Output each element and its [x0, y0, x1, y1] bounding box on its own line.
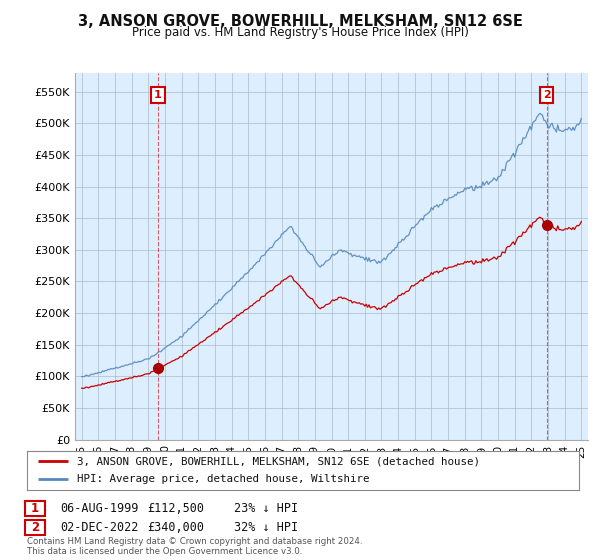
Text: £340,000: £340,000: [147, 521, 204, 534]
Text: HPI: Average price, detached house, Wiltshire: HPI: Average price, detached house, Wilt…: [77, 474, 369, 484]
Text: 3, ANSON GROVE, BOWERHILL, MELKSHAM, SN12 6SE (detached house): 3, ANSON GROVE, BOWERHILL, MELKSHAM, SN1…: [77, 456, 479, 466]
Text: 3, ANSON GROVE, BOWERHILL, MELKSHAM, SN12 6SE: 3, ANSON GROVE, BOWERHILL, MELKSHAM, SN1…: [77, 14, 523, 29]
Text: 02-DEC-2022: 02-DEC-2022: [60, 521, 139, 534]
Text: 1: 1: [31, 502, 39, 515]
Text: 2: 2: [31, 521, 39, 534]
Text: 23% ↓ HPI: 23% ↓ HPI: [234, 502, 298, 515]
Text: 06-AUG-1999: 06-AUG-1999: [60, 502, 139, 515]
Text: 2: 2: [543, 90, 551, 100]
Text: 1: 1: [154, 90, 162, 100]
Text: £112,500: £112,500: [147, 502, 204, 515]
Text: Contains HM Land Registry data © Crown copyright and database right 2024.
This d: Contains HM Land Registry data © Crown c…: [27, 537, 362, 556]
Text: 32% ↓ HPI: 32% ↓ HPI: [234, 521, 298, 534]
Text: Price paid vs. HM Land Registry's House Price Index (HPI): Price paid vs. HM Land Registry's House …: [131, 26, 469, 39]
